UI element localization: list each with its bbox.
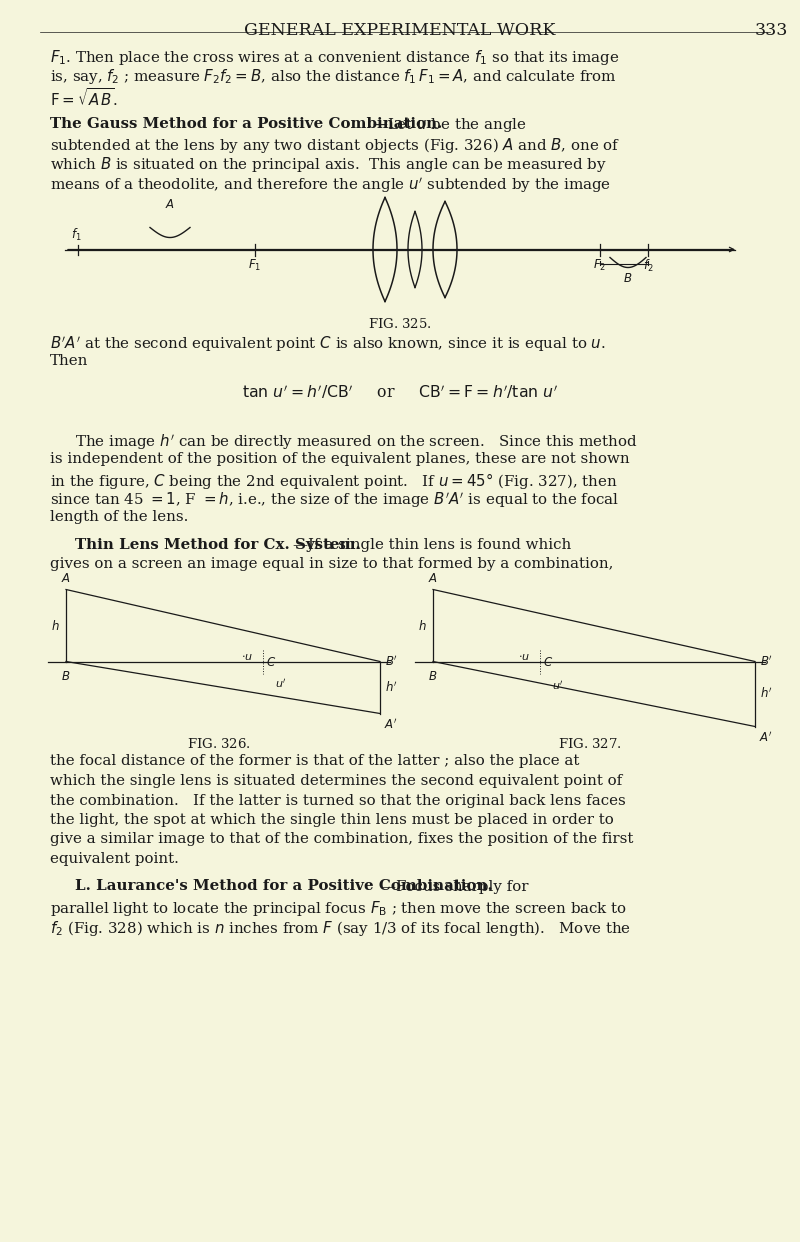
Text: $\cdot u$: $\cdot u$ <box>518 652 530 662</box>
Text: gives on a screen an image equal in size to that formed by a combination,: gives on a screen an image equal in size… <box>50 556 614 571</box>
Text: $\cdot u$: $\cdot u$ <box>241 652 253 662</box>
Text: $B$: $B$ <box>428 669 438 683</box>
Text: give a similar image to that of the combination, fixes the position of the first: give a similar image to that of the comb… <box>50 832 634 847</box>
Text: GENERAL EXPERIMENTAL WORK: GENERAL EXPERIMENTAL WORK <box>244 22 556 39</box>
Text: Then: Then <box>50 354 88 368</box>
Text: length of the lens.: length of the lens. <box>50 510 188 524</box>
Text: $A$: $A$ <box>428 573 438 585</box>
Text: Thin Lens Method for Cx. System.: Thin Lens Method for Cx. System. <box>75 538 361 551</box>
Text: L. Laurance's Method for a Positive Combination.: L. Laurance's Method for a Positive Comb… <box>75 879 493 893</box>
Text: $f_2$: $f_2$ <box>642 257 654 273</box>
Text: —Focus sharply for: —Focus sharply for <box>381 879 529 893</box>
Text: $C$: $C$ <box>266 656 276 668</box>
Text: $A'$: $A'$ <box>759 730 773 745</box>
Text: the combination.   If the latter is turned so that the original back lens faces: the combination. If the latter is turned… <box>50 794 626 807</box>
Text: is independent of the position of the equivalent planes, these are not shown: is independent of the position of the eq… <box>50 452 630 466</box>
Text: F$\mathregular{IG}$. 325.: F$\mathregular{IG}$. 325. <box>368 317 432 330</box>
Text: $F_2$: $F_2$ <box>594 257 606 272</box>
Text: the focal distance of the former is that of the latter ; also the place at: the focal distance of the former is that… <box>50 754 579 769</box>
Text: $B$: $B$ <box>623 272 633 284</box>
Text: $f_1$: $f_1$ <box>70 227 82 243</box>
Text: since tan 45 $= 1$, F $= h$, i.e., the size of the image $B'A'$ is equal to the : since tan 45 $= 1$, F $= h$, i.e., the s… <box>50 491 619 510</box>
Text: $B'$: $B'$ <box>385 655 398 668</box>
Text: subtended at the lens by any two distant objects (Fig. 326) $A$ and $B$, one of: subtended at the lens by any two distant… <box>50 137 620 155</box>
Text: $B'$: $B'$ <box>760 655 773 668</box>
Text: $h$: $h$ <box>50 619 59 632</box>
Text: $C$: $C$ <box>543 656 553 668</box>
Text: $A$: $A$ <box>165 199 175 211</box>
Text: —If a single thin lens is found which: —If a single thin lens is found which <box>293 538 571 551</box>
Text: $h$: $h$ <box>418 619 426 632</box>
Text: $\tan\,u' = h'/\mathrm{CB}'$     or     $\mathrm{CB}' = \mathrm{F} = h'/\tan\,u': $\tan\,u' = h'/\mathrm{CB}'$ or $\mathrm… <box>242 384 558 401</box>
Text: which the single lens is situated determines the second equivalent point of: which the single lens is situated determ… <box>50 774 622 787</box>
Text: $h'$: $h'$ <box>385 681 398 694</box>
Text: $h'$: $h'$ <box>760 687 773 702</box>
Text: $\mathrm{F} = \sqrt{A\,B}$.: $\mathrm{F} = \sqrt{A\,B}$. <box>50 87 118 109</box>
Text: $u'$: $u'$ <box>275 677 286 689</box>
Text: is, say, $f_2$ ; measure $F_2 f_2 = B$, also the distance $f_1\, F_1 = A$, and c: is, say, $f_2$ ; measure $F_2 f_2 = B$, … <box>50 67 617 87</box>
Text: The Gauss Method for a Positive Combination.: The Gauss Method for a Positive Combinat… <box>50 117 442 130</box>
Text: $f_2$ (Fig. 328) which is $n$ inches from $F$ (say 1/3 of its focal length).   M: $f_2$ (Fig. 328) which is $n$ inches fro… <box>50 919 631 938</box>
Text: $B'A'$ at the second equivalent point $C$ is also known, since it is equal to $u: $B'A'$ at the second equivalent point $C… <box>50 334 606 354</box>
Text: $u'$: $u'$ <box>552 679 563 693</box>
Text: —Let $u$ be the angle: —Let $u$ be the angle <box>372 117 526 134</box>
Text: means of a theodolite, and therefore the angle $u'$ subtended by the image: means of a theodolite, and therefore the… <box>50 175 611 195</box>
Text: $F_1$: $F_1$ <box>248 257 262 272</box>
Text: $B$: $B$ <box>62 669 70 683</box>
Text: $F_1$. Then place the cross wires at a convenient distance $f_1$ so that its ima: $F_1$. Then place the cross wires at a c… <box>50 48 619 67</box>
Text: in the figure, $C$ being the 2nd equivalent point.   If $u = 45°$ (Fig. 327), th: in the figure, $C$ being the 2nd equival… <box>50 471 618 491</box>
Text: The image $h'$ can be directly measured on the screen.   Since this method: The image $h'$ can be directly measured … <box>75 432 638 452</box>
Text: parallel light to locate the principal focus $F_{\mathrm{B}}$ ; then move the sc: parallel light to locate the principal f… <box>50 899 627 918</box>
Text: $A'$: $A'$ <box>384 718 398 732</box>
Text: which $B$ is situated on the principal axis.  This angle can be measured by: which $B$ is situated on the principal a… <box>50 155 607 174</box>
Text: F$\mathregular{IG}$. 326.: F$\mathregular{IG}$. 326. <box>187 737 251 750</box>
Text: $A$: $A$ <box>61 573 71 585</box>
Text: the light, the spot at which the single thin lens must be placed in order to: the light, the spot at which the single … <box>50 814 614 827</box>
Text: F$\mathregular{IG}$. 327.: F$\mathregular{IG}$. 327. <box>558 737 622 750</box>
Text: 333: 333 <box>755 22 788 39</box>
Text: equivalent point.: equivalent point. <box>50 852 179 866</box>
